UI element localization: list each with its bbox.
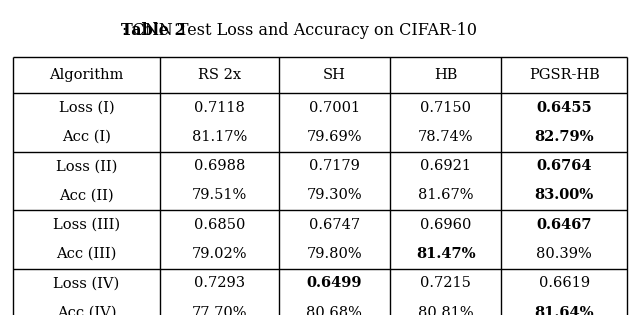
Text: Loss (III): Loss (III): [53, 218, 120, 232]
Text: Loss (IV): Loss (IV): [53, 276, 120, 290]
Text: 79.51%: 79.51%: [192, 188, 247, 203]
Text: Table 2: Table 2: [121, 22, 186, 39]
Text: 80.68%: 80.68%: [307, 306, 362, 315]
Text: 78.74%: 78.74%: [418, 130, 474, 144]
Text: 0.7179: 0.7179: [309, 159, 360, 173]
Text: 0.7001: 0.7001: [309, 100, 360, 115]
Text: Acc (III): Acc (III): [56, 247, 116, 261]
Text: Acc (IV): Acc (IV): [57, 306, 116, 315]
Text: 77.70%: 77.70%: [191, 306, 247, 315]
Text: 79.69%: 79.69%: [307, 130, 362, 144]
Text: 82.79%: 82.79%: [534, 130, 594, 144]
Text: 79.02%: 79.02%: [191, 247, 247, 261]
Text: Acc (I): Acc (I): [62, 130, 111, 144]
Text: 83.00%: 83.00%: [534, 188, 594, 203]
Text: 0.7293: 0.7293: [194, 276, 245, 290]
Text: 0.6764: 0.6764: [536, 159, 592, 173]
Text: 0.6921: 0.6921: [420, 159, 471, 173]
Text: 0.7118: 0.7118: [194, 100, 245, 115]
Text: Loss (II): Loss (II): [56, 159, 117, 173]
Text: 0.6619: 0.6619: [539, 276, 590, 290]
Text: 79.80%: 79.80%: [307, 247, 362, 261]
Text: 0.6455: 0.6455: [536, 100, 592, 115]
Text: 0.6850: 0.6850: [194, 218, 245, 232]
Text: 0.6467: 0.6467: [536, 218, 592, 232]
Text: HB: HB: [434, 68, 458, 82]
Text: 79.30%: 79.30%: [307, 188, 362, 203]
Text: 0.6960: 0.6960: [420, 218, 472, 232]
Text: 81.64%: 81.64%: [534, 306, 594, 315]
Text: Acc (II): Acc (II): [59, 188, 114, 203]
Text: 0.6988: 0.6988: [194, 159, 245, 173]
Text: 0.7215: 0.7215: [420, 276, 471, 290]
Text: 81.67%: 81.67%: [418, 188, 474, 203]
Text: 0.7150: 0.7150: [420, 100, 471, 115]
Text: 81.17%: 81.17%: [192, 130, 247, 144]
Text: 80.81%: 80.81%: [418, 306, 474, 315]
Text: SH: SH: [323, 68, 346, 82]
Text: RS 2x: RS 2x: [198, 68, 241, 82]
Text: 0.6499: 0.6499: [307, 276, 362, 290]
Text: : CNN Test Loss and Accuracy on CIFAR-10: : CNN Test Loss and Accuracy on CIFAR-10: [122, 22, 477, 39]
Text: PGSR-HB: PGSR-HB: [529, 68, 600, 82]
Text: 0.6747: 0.6747: [309, 218, 360, 232]
Text: Loss (I): Loss (I): [59, 100, 115, 115]
Text: Algorithm: Algorithm: [49, 68, 124, 82]
Text: 80.39%: 80.39%: [536, 247, 592, 261]
Text: 81.47%: 81.47%: [416, 247, 476, 261]
